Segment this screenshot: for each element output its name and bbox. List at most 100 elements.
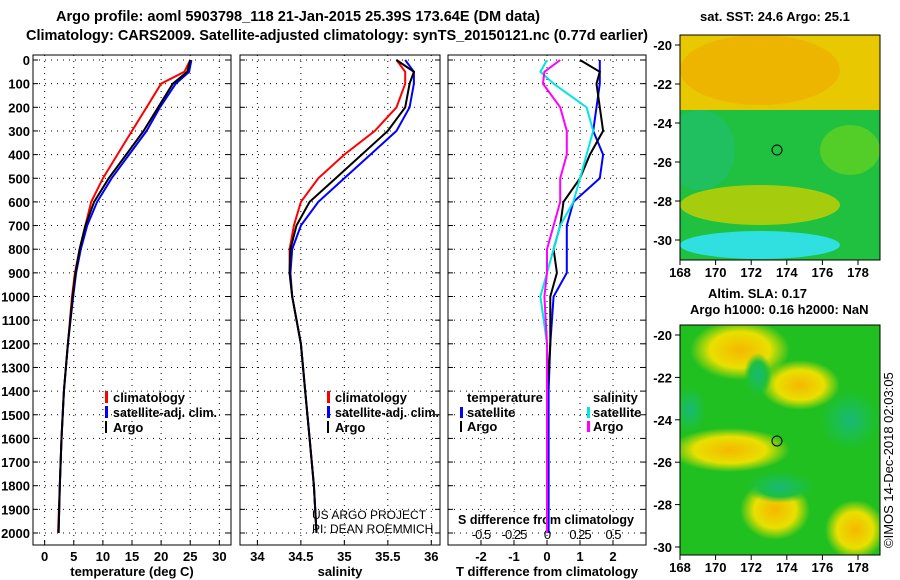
legend-t-argo: Argo: [467, 419, 497, 434]
map-y-tick-label: -24: [653, 413, 673, 428]
map-x-tick-label: 178: [847, 560, 869, 575]
legend-swatch-t-satellite: [460, 407, 463, 418]
map-y-tick-label: -26: [653, 455, 672, 470]
map-x-tick-label: 168: [669, 560, 691, 575]
y-tick-label: 2000: [1, 526, 30, 541]
y-tick-label: 1700: [1, 455, 30, 470]
legend-swatch-t-argo: [460, 421, 462, 432]
map1-title: sat. SST: 24.6 Argo: 25.1: [700, 9, 850, 24]
series-line-climatology: [57, 59, 192, 534]
map-x-tick-label: 168: [669, 265, 691, 280]
series-line-temperature-satellite: [547, 60, 605, 533]
map-x-tick-label: 170: [705, 560, 727, 575]
x2-tick-label: -0.25: [502, 527, 527, 542]
y-tick-label: 1100: [2, 313, 30, 328]
y-tick-label: 300: [8, 124, 30, 139]
x2-tick-label: 0: [544, 527, 551, 542]
x-tick-label: -2: [475, 549, 487, 564]
salinity-panel: 34 34.5 35 35.5 36 salinity: [239, 54, 441, 579]
legend-s-satellite: satellite: [593, 405, 641, 420]
x-tick-label: 36: [424, 549, 438, 564]
map-x-tick-label: 170: [705, 265, 727, 280]
y-tick-label: 1600: [1, 431, 30, 446]
temperature-panel: 0100200300400500600700800900100011001200…: [1, 53, 232, 579]
series-line-temperature-argo: [546, 59, 605, 533]
y-tick-label: 900: [8, 266, 30, 281]
map-x-tick-label: 172: [740, 265, 762, 280]
x2-tick-label: 0.25: [569, 527, 591, 542]
y-tick-label: 200: [8, 100, 30, 115]
map-y-tick-label: -22: [653, 370, 672, 385]
legend-swatch-climatology: [105, 391, 108, 403]
y-tick-label: 400: [8, 148, 30, 163]
series-line-argo: [288, 59, 416, 534]
x-tick-label: 5: [70, 549, 77, 564]
title-line2: Climatology: CARS2009. Satellite-adjuste…: [26, 27, 648, 44]
sla-map: [680, 325, 880, 555]
map-x-tick-label: 174: [776, 265, 798, 280]
y-tick-label: 1200: [1, 337, 30, 352]
map-x-tick-label: 174: [776, 560, 798, 575]
argo-location-marker: [771, 144, 783, 156]
map-y-tick-label: -30: [653, 233, 672, 248]
y-tick-label: 700: [8, 219, 30, 234]
legend-swatch-argo: [105, 421, 107, 433]
map-y-tick-label: -22: [653, 77, 672, 92]
x-tick-label: -1: [508, 549, 520, 564]
legend-swatch-satellite: [105, 406, 108, 418]
map-y-tick-label: -20: [653, 328, 672, 343]
project-label: US ARGO PROJECT: [312, 508, 427, 522]
x-axis-label: salinity: [318, 564, 364, 579]
legend-t-satellite: satellite: [467, 405, 515, 420]
legend-argo: Argo: [335, 420, 365, 435]
y-tick-label: 800: [8, 242, 30, 257]
credit: ©IMOS 14-Dec-2018 02:03:05: [881, 372, 896, 548]
legend-swatch-s-satellite: [587, 407, 590, 418]
map-y-tick-label: -28: [653, 194, 672, 209]
x2-tick-label: -0.5: [472, 527, 491, 542]
map-y-tick-label: -30: [653, 540, 672, 555]
argo-location-marker: [771, 435, 783, 447]
map-x-tick-label: 176: [812, 265, 834, 280]
y-tick-label: 500: [8, 171, 30, 186]
legend-satellite: satellite-adj. clim.: [335, 405, 439, 420]
y-tick-label: 1400: [1, 384, 30, 399]
legend-swatch-s-argo: [587, 421, 590, 432]
sst-map: [680, 35, 880, 260]
map-frame: [679, 324, 881, 556]
x-tick-label: 34.5: [288, 549, 313, 564]
series-line-satellite-adj-clim-: [289, 59, 415, 534]
difference-legend: temperature satellite Argo salinity sate…: [460, 390, 641, 434]
y-tick-label: 1900: [1, 502, 30, 517]
map2-title2: Argo h1000: 0.16 h2000: NaN: [690, 302, 868, 317]
x-tick-label: 10: [96, 549, 110, 564]
pi-label: PI: DEAN ROEMMICH: [312, 522, 433, 536]
plot-frame: [32, 54, 232, 546]
legend-argo: Argo: [113, 420, 143, 435]
x-tick-label: 0: [543, 549, 550, 564]
map-frame: [679, 34, 881, 261]
temperature-legend: climatology satellite-adj. clim. Argo: [105, 390, 217, 435]
y-tick-label: 1300: [1, 360, 30, 375]
x-tick-label: 34: [250, 549, 265, 564]
legend-salinity-header: salinity: [593, 390, 639, 405]
x-tick-label: 0: [41, 549, 48, 564]
map-y-tick-label: -20: [653, 38, 672, 53]
x-tick-label: 35.5: [375, 549, 400, 564]
legend-satellite: satellite-adj. clim.: [113, 405, 217, 420]
x-tick-label: 15: [125, 549, 139, 564]
map-x-tick-label: 178: [847, 265, 869, 280]
legend-swatch-satellite: [327, 406, 330, 418]
map-x-tick-label: 172: [740, 560, 762, 575]
series-line-argo: [57, 59, 192, 534]
x2-tick-label: 0.5: [605, 527, 621, 542]
x-tick-label: 25: [183, 549, 197, 564]
y-tick-label: 1800: [1, 479, 30, 494]
title-line1: Argo profile: aoml 5903798_118 21-Jan-20…: [56, 8, 540, 25]
y-tick-label: 600: [8, 195, 30, 210]
legend-s-argo: Argo: [593, 419, 623, 434]
map-y-tick-label: -28: [653, 498, 672, 513]
